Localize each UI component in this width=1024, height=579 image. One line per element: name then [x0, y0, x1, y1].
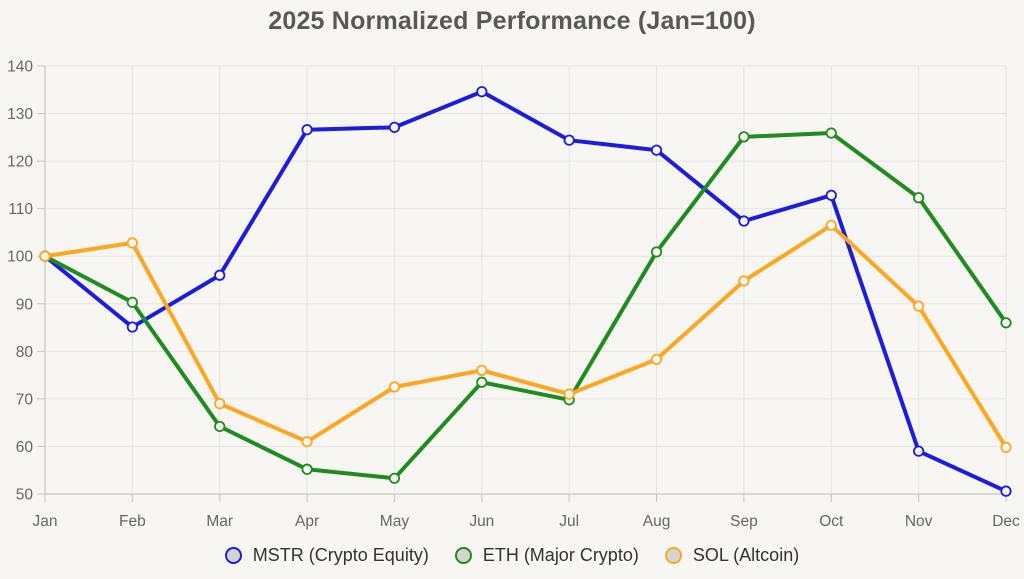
- series-line-0: [43, 89, 1008, 494]
- x-tick-label: Aug: [643, 513, 671, 530]
- y-tick-label: 110: [8, 201, 33, 218]
- series-2-point-10: [913, 300, 925, 312]
- series-2-point-1: [126, 237, 138, 249]
- series-1-point-5: [476, 376, 488, 388]
- series-1-point-9: [825, 127, 837, 139]
- legend-marker-icon: [664, 546, 682, 564]
- legend-label: ETH (Major Crypto): [482, 544, 639, 565]
- series-1-point-8: [738, 131, 750, 143]
- series-line-1: [43, 131, 1008, 481]
- series-0-point-4: [388, 121, 401, 133]
- y-tick-label: 80: [16, 344, 34, 361]
- y-tick-label: 120: [7, 154, 33, 171]
- series-1-point-11: [1000, 317, 1012, 329]
- series-0-point-8: [738, 215, 750, 227]
- series-2-point-4: [388, 381, 401, 393]
- series-1-point-3: [301, 463, 313, 475]
- series-2-point-6: [563, 388, 575, 400]
- x-tick-label: Mar: [206, 513, 233, 530]
- x-tick-label: Jan: [33, 513, 58, 530]
- series-1-point-2: [214, 420, 226, 433]
- series-1-point-4: [388, 472, 401, 484]
- series-1-point-1: [126, 296, 138, 308]
- y-tick-label: 60: [16, 439, 34, 456]
- series-2-point-8: [738, 275, 750, 287]
- series-0-point-9: [825, 189, 837, 201]
- y-tick-label: 140: [7, 59, 33, 76]
- series-2-point-7: [650, 353, 663, 366]
- series-1-point-7: [650, 246, 663, 258]
- legend-marker-icon: [224, 546, 242, 564]
- legend-item-2[interactable]: SOL (Altcoin): [664, 544, 800, 566]
- legend-label: MSTR (Crypto Equity): [252, 544, 429, 565]
- series-2-point-11: [1000, 441, 1012, 453]
- series-2-point-2: [214, 398, 226, 410]
- legend-label: SOL (Altcoin): [692, 544, 800, 565]
- series-0-point-6: [563, 134, 575, 146]
- x-tick-label: Sep: [730, 513, 758, 530]
- series-0-point-1: [126, 321, 138, 333]
- series-2-point-5: [476, 364, 488, 376]
- series-0-point-7: [650, 144, 663, 156]
- chart-title: 2025 Normalized Performance (Jan=100): [268, 7, 756, 35]
- y-tick-label: 70: [16, 391, 34, 408]
- y-tick-label: 130: [7, 106, 33, 123]
- series-0-point-5: [476, 86, 488, 98]
- x-tick-label: Oct: [819, 513, 844, 530]
- series-1-point-10: [913, 192, 925, 204]
- series-0-point-11: [1000, 485, 1012, 497]
- series-0-point-2: [214, 269, 226, 281]
- legend: MSTR (Crypto Equity) ETH (Major Crypto) SO…: [0, 540, 1024, 570]
- y-tick-label: 50: [16, 487, 34, 504]
- legend-marker-icon: [454, 546, 472, 564]
- x-tick-label: May: [380, 513, 410, 530]
- legend-item-1[interactable]: ETH (Major Crypto): [454, 544, 639, 566]
- series-0-point-10: [913, 445, 925, 457]
- x-tick-label: Jul: [559, 513, 579, 530]
- x-tick-label: Feb: [119, 513, 146, 530]
- series-2-point-9: [825, 219, 837, 231]
- x-tick-label: Jun: [469, 513, 494, 530]
- x-tick-label: Apr: [295, 513, 319, 530]
- y-tick-label: 100: [7, 249, 33, 266]
- series-line-2: [43, 223, 1008, 450]
- x-tick-label: Dec: [992, 513, 1020, 530]
- series-0-point-3: [301, 124, 313, 136]
- series-2-point-0: [39, 250, 51, 262]
- x-tick-label: Nov: [905, 513, 933, 530]
- legend-item-0[interactable]: MSTR (Crypto Equity): [224, 544, 429, 566]
- y-tick-label: 90: [16, 296, 34, 313]
- series-2-point-3: [301, 436, 313, 448]
